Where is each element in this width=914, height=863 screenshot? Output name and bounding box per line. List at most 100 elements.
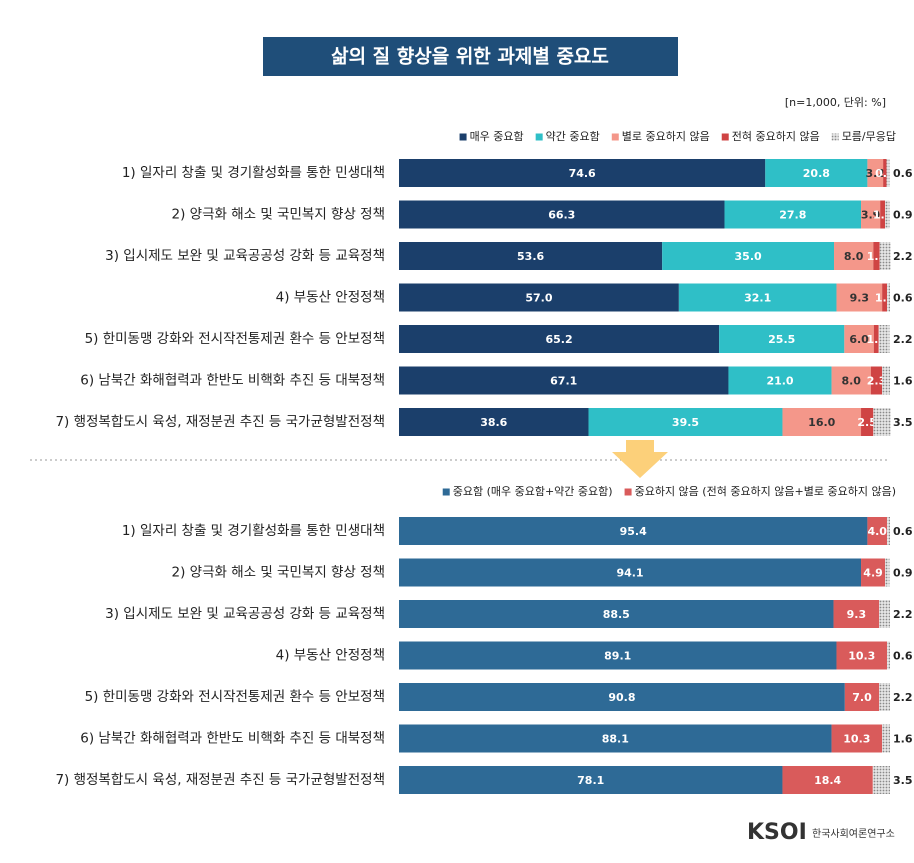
value-label: 1.0 xyxy=(873,209,893,222)
legend-label: 전혀 중요하지 않음 xyxy=(732,129,820,143)
legend-swatch xyxy=(721,133,729,141)
bar-segment xyxy=(879,600,890,628)
bar-segment xyxy=(399,766,783,794)
bar-segment xyxy=(399,366,729,395)
bar-segment xyxy=(399,200,725,229)
value-label: 88.1 xyxy=(602,733,629,746)
value-label: 4.9 xyxy=(863,567,883,580)
bar-segment xyxy=(833,600,880,628)
value-label: 0.6 xyxy=(893,292,913,305)
chart-title: 삶의 질 향상을 위한 과제별 중요도 xyxy=(331,46,609,68)
bar-segment xyxy=(399,283,679,312)
value-label: 21.0 xyxy=(766,375,793,388)
legend-swatch xyxy=(611,133,619,141)
category-label: 1) 일자리 창출 및 경기활성화를 통한 민생대책 xyxy=(122,523,385,539)
bar-segment xyxy=(880,200,886,229)
category-label: 3) 입시제도 보완 및 교육공공성 강화 등 교육정책 xyxy=(105,248,385,264)
value-label: 0.9 xyxy=(893,567,913,580)
value-label: 39.5 xyxy=(672,416,699,429)
value-label: 10.3 xyxy=(848,650,875,663)
category-label: 5) 한미동맹 강화와 전시작전통제권 환수 등 안보정책 xyxy=(85,689,385,705)
arrow xyxy=(612,440,668,478)
bar-segment xyxy=(887,517,890,545)
value-label: 57.0 xyxy=(525,292,552,305)
bar-segment xyxy=(834,242,874,270)
value-label: 9.3 xyxy=(850,292,870,305)
bar-segment xyxy=(765,159,868,187)
bar-segment xyxy=(882,283,888,312)
bar-segment xyxy=(399,242,663,270)
legend-label: 약간 중요함 xyxy=(546,129,600,143)
bar-segment xyxy=(662,242,835,270)
bar-segment xyxy=(399,159,766,187)
value-label: 8.0 xyxy=(841,375,861,388)
bar-segment xyxy=(844,325,874,353)
category-label: 6) 남북간 화해협력과 한반도 비핵화 추진 등 대북정책 xyxy=(80,373,385,389)
bar-segment xyxy=(861,200,881,229)
value-label: 1.6 xyxy=(893,375,913,388)
legend-swatch xyxy=(831,133,839,141)
value-label: 2.3 xyxy=(867,375,887,388)
bar-segment xyxy=(879,683,890,711)
value-label: 95.4 xyxy=(620,525,647,538)
value-label: 0.9 xyxy=(893,209,913,222)
category-label: 2) 양극화 해소 및 국민복지 향상 정책 xyxy=(172,565,385,581)
bar-segment xyxy=(399,724,832,753)
bar-segment xyxy=(724,200,862,229)
bar-segment xyxy=(873,408,891,436)
legend-label: 별로 중요하지 않음 xyxy=(622,129,710,143)
value-label: 7.0 xyxy=(852,691,872,704)
value-label: 38.6 xyxy=(480,416,507,429)
value-label: 0.7 xyxy=(875,167,895,180)
value-label: 66.3 xyxy=(548,209,575,222)
bar-segment xyxy=(867,159,884,187)
value-label: 2.2 xyxy=(893,333,913,346)
bar-segment xyxy=(886,159,890,187)
bar-segment xyxy=(831,366,871,395)
legend-label: 매우 중요함 xyxy=(470,130,524,143)
value-label: 78.1 xyxy=(577,774,604,787)
value-label: 67.1 xyxy=(550,375,577,388)
value-label: 74.6 xyxy=(569,167,596,180)
bar-segment xyxy=(882,724,890,753)
value-label: 3.9 xyxy=(861,209,881,222)
bar-segment xyxy=(861,408,874,436)
value-label: 3.5 xyxy=(893,774,913,787)
bar-segment xyxy=(678,283,837,312)
bar-segment xyxy=(870,366,883,395)
value-label: 53.6 xyxy=(517,250,544,263)
legend-label: 중요함 (매우 중요함+약간 중요함) xyxy=(453,484,613,498)
value-label: 9.3 xyxy=(847,608,867,621)
category-label: 5) 한미동맹 강화와 전시작전통제권 환수 등 안보정책 xyxy=(85,331,385,347)
value-label: 89.1 xyxy=(604,650,631,663)
category-label: 4) 부동산 안정정책 xyxy=(276,290,385,306)
logo-mark: KSOI xyxy=(747,820,807,845)
bar-segment xyxy=(399,325,720,353)
bar-segment xyxy=(728,366,832,395)
value-label: 2.2 xyxy=(893,608,913,621)
category-label: 4) 부동산 안정정책 xyxy=(276,648,385,664)
bar-segment xyxy=(399,683,845,711)
bar-segment xyxy=(836,641,888,670)
bar-segment xyxy=(887,641,890,670)
category-label: 7) 행정복합도시 육성, 재정분권 추진 등 국가균형발전정책 xyxy=(55,414,385,430)
logo-text: 한국사회여론연구소 xyxy=(812,828,895,840)
bar-segment xyxy=(719,325,845,353)
bar-segment xyxy=(873,325,879,353)
value-label: 0.6 xyxy=(893,167,913,180)
value-label: 32.1 xyxy=(744,292,771,305)
value-label: 8.0 xyxy=(844,250,864,263)
category-label: 2) 양극화 해소 및 국민복지 향상 정책 xyxy=(172,207,385,223)
legend-swatch xyxy=(442,488,450,496)
value-label: 65.2 xyxy=(545,333,572,346)
bar-segment xyxy=(782,408,862,436)
title-box xyxy=(263,37,678,76)
value-label: 0.6 xyxy=(893,650,913,663)
legend-label: 모름/무응답 xyxy=(842,130,896,143)
value-label: 1.6 xyxy=(893,733,913,746)
value-label: 10.3 xyxy=(843,733,870,746)
legend-swatch xyxy=(535,133,543,141)
bar-segment xyxy=(399,517,868,545)
